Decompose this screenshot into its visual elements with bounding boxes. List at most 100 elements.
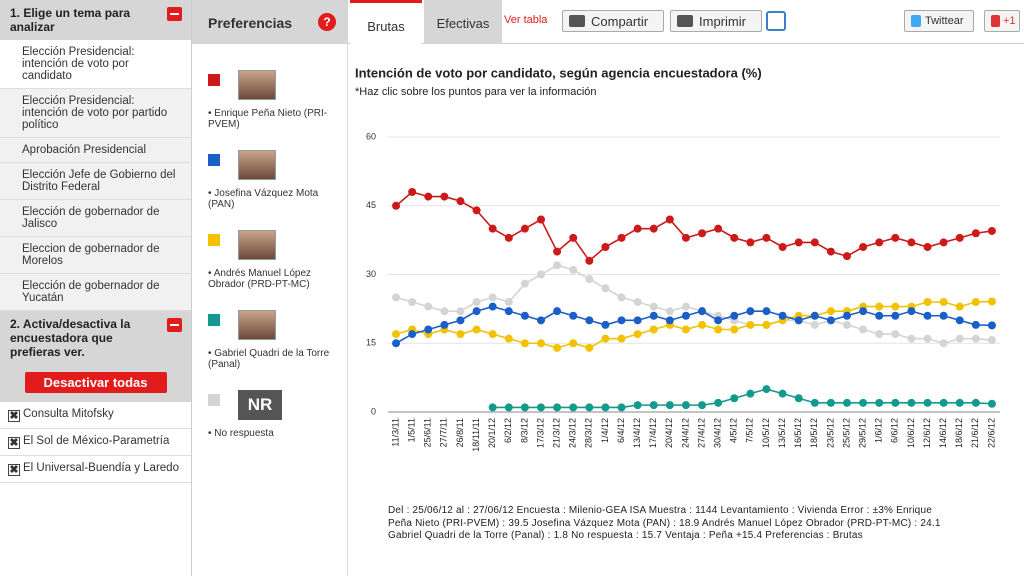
x-tick-label: 27/7/11 [439, 418, 449, 447]
topic-item[interactable]: Elección de gobernador de Yucatán [0, 274, 191, 311]
data-point [392, 330, 401, 339]
collapse-icon[interactable] [167, 7, 182, 21]
data-point [923, 298, 932, 306]
data-point [601, 284, 610, 293]
data-point [537, 215, 545, 224]
data-point [907, 334, 916, 343]
data-point [665, 307, 674, 316]
x-tick-label: 18/6/12 [954, 418, 964, 448]
data-point [569, 339, 578, 348]
data-point [891, 302, 900, 311]
data-point [537, 316, 545, 325]
data-point [681, 311, 690, 320]
checkbox[interactable]: ✖ [8, 437, 20, 449]
data-point [520, 403, 529, 412]
tweet-button[interactable]: Twittear [904, 10, 974, 32]
data-point [939, 398, 948, 407]
data-point [746, 307, 755, 316]
collapse-icon[interactable] [167, 318, 182, 332]
data-point [665, 215, 674, 224]
data-point [553, 247, 562, 256]
legend-swatch [208, 394, 220, 406]
x-tick-label: 14/6/12 [938, 418, 948, 448]
data-point [408, 330, 417, 339]
pollster-name: Consulta Mitofsky [23, 408, 114, 420]
legend-label: Josefina Vázquez Mota (PAN) [208, 188, 338, 210]
x-tick-label: 25/5/12 [841, 418, 851, 448]
y-tick-label: 45 [366, 200, 376, 210]
data-point [585, 403, 594, 412]
data-point [955, 233, 964, 242]
print-button[interactable]: Imprimir [670, 10, 762, 32]
data-point [730, 394, 739, 403]
data-point [569, 233, 578, 242]
print-icon [677, 15, 693, 27]
checkbox[interactable]: ✖ [8, 464, 20, 476]
tweet-label: Twittear [925, 15, 964, 27]
x-tick-label: 18/5/12 [809, 418, 819, 448]
data-point [617, 233, 626, 242]
data-point [665, 316, 674, 325]
x-tick-label: 12/6/12 [922, 418, 932, 448]
legend: Enrique Peña Nieto (PRI-PVEM) Josefina Vá… [192, 44, 348, 576]
series-line [492, 388, 992, 409]
x-tick-label: 6/6/12 [890, 418, 900, 443]
section-title: 2. Activa/desactiva la encuestadora que … [10, 317, 131, 359]
data-point [810, 398, 819, 407]
x-tick-label: 25/6/11 [423, 418, 433, 447]
x-tick-label: 13/5/12 [777, 418, 787, 448]
x-tick-label: 11/3/11 [390, 418, 400, 447]
plusone-button[interactable]: +1 [984, 10, 1020, 32]
legend-swatch [208, 314, 220, 326]
fullscreen-icon[interactable] [766, 11, 786, 31]
x-tick-label: 20/1/12 [487, 418, 497, 448]
data-point [649, 224, 658, 233]
data-point [923, 334, 932, 343]
data-point [633, 330, 642, 339]
data-point [923, 311, 932, 320]
x-tick-label: 29/5/12 [857, 418, 867, 448]
legend-swatch [208, 234, 220, 246]
tab[interactable]: Brutas [350, 0, 422, 44]
x-tick-label: 27/4/12 [696, 418, 706, 448]
topic-item[interactable]: Elección de gobernador de Jalisco [0, 200, 191, 237]
section-header: 1. Elige un tema para analizar [0, 0, 191, 40]
data-point [859, 307, 868, 316]
data-point [488, 330, 497, 339]
data-point [810, 320, 819, 329]
pollster-name: El Universal-Buendía y Laredo [23, 462, 179, 474]
topic-item[interactable]: Elección Presidencial: intención de voto… [0, 40, 191, 89]
pollster-item[interactable]: ✖ El Sol de México-Parametría [0, 429, 191, 456]
topic-item[interactable]: Elección Presidencial: intención de voto… [0, 89, 191, 138]
checkbox[interactable]: ✖ [8, 410, 20, 422]
x-tick-label: 17/3/12 [535, 418, 545, 448]
series-line [395, 191, 993, 262]
table-link[interactable]: Ver tabla [504, 14, 548, 26]
help-icon[interactable]: ? [318, 13, 336, 31]
legend-swatch [208, 74, 220, 86]
pollster-item[interactable]: ✖ El Universal-Buendía y Laredo [0, 456, 191, 483]
data-point [392, 339, 401, 348]
x-tick-label: 7/5/12 [745, 418, 755, 443]
data-point [617, 334, 626, 343]
topic-item[interactable]: Eleccion de gobernador de Morelos [0, 237, 191, 274]
share-button[interactable]: Compartir [562, 10, 664, 32]
data-point [649, 302, 658, 311]
pollster-item[interactable]: ✖ Consulta Mitofsky [0, 402, 191, 429]
topic-item[interactable]: Aprobación Presidencial [0, 138, 191, 163]
deactivate-all-button[interactable]: Desactivar todas [24, 372, 167, 393]
toolbar: Preferencias ? Brutas Efectivas Ver tabl… [192, 0, 1024, 44]
topic-item[interactable]: Elección Jefe de Gobierno del Distrito F… [0, 163, 191, 200]
data-point [987, 226, 996, 235]
tab[interactable]: Efectivas [424, 0, 502, 44]
candidate-photo [238, 150, 276, 180]
print-label: Imprimir [699, 14, 746, 29]
data-point [681, 401, 690, 410]
data-point [826, 316, 835, 325]
data-point [504, 298, 513, 306]
data-point [698, 401, 707, 410]
data-point [472, 206, 481, 215]
data-point [778, 243, 787, 251]
button-wrap: Desactivar todas [0, 365, 191, 402]
